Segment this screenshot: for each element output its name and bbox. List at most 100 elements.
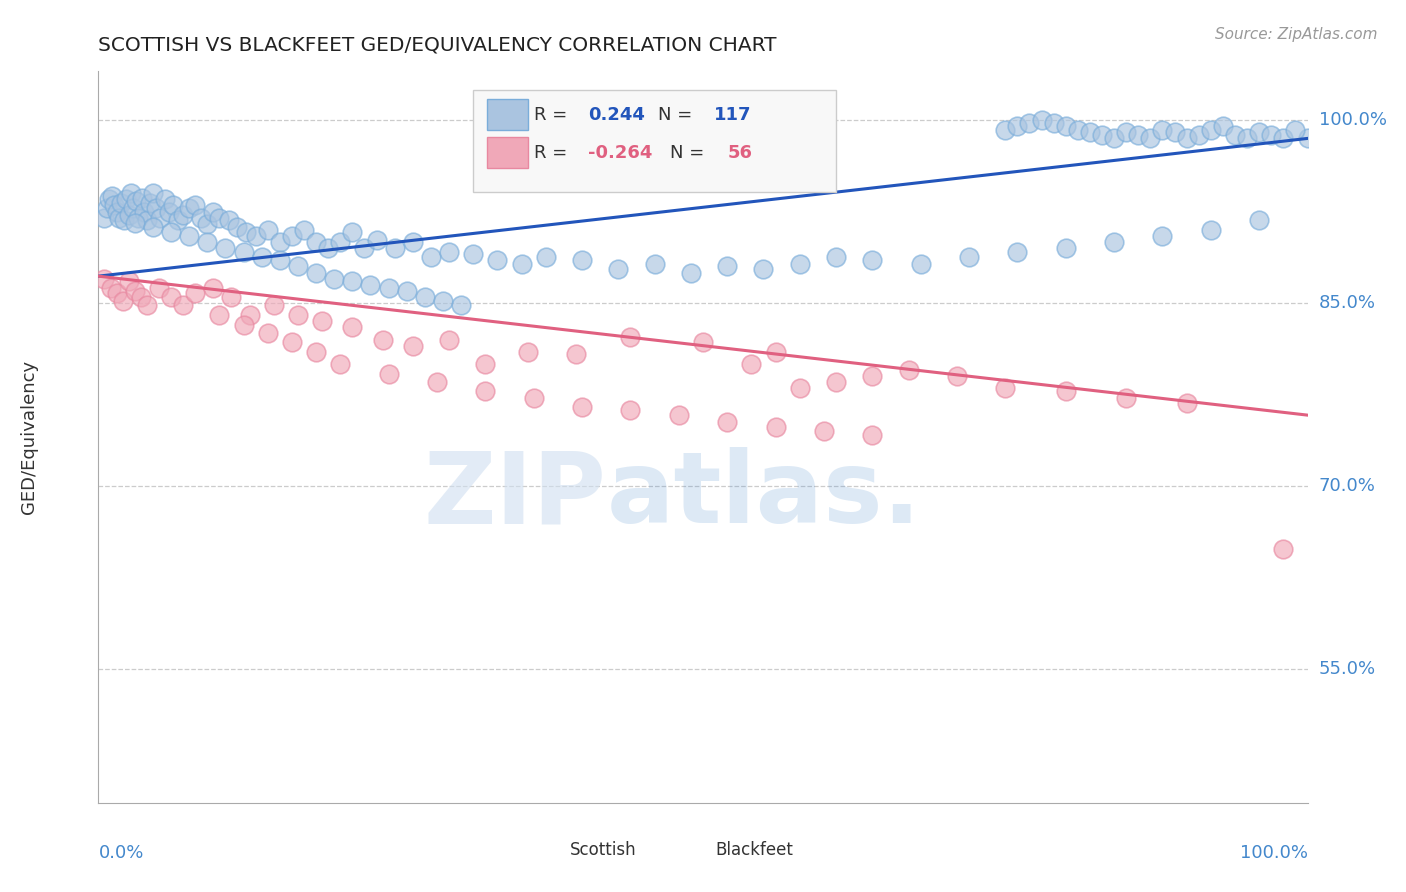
Point	[1115, 391, 1137, 405]
Point	[1199, 223, 1222, 237]
Point	[860, 427, 883, 442]
Point	[122, 201, 145, 215]
Point	[305, 235, 328, 249]
Text: 0.0%: 0.0%	[98, 845, 143, 863]
Point	[1031, 113, 1053, 128]
Point	[437, 333, 460, 347]
Point	[1054, 120, 1077, 134]
Point	[329, 235, 352, 249]
Point	[765, 420, 787, 434]
Point	[366, 233, 388, 247]
Point	[235, 225, 257, 239]
Text: atlas.: atlas.	[606, 447, 921, 544]
Point	[218, 213, 240, 227]
Point	[474, 357, 496, 371]
Point	[305, 344, 328, 359]
Point	[124, 284, 146, 298]
Point	[1018, 115, 1040, 129]
Text: Blackfeet: Blackfeet	[716, 841, 793, 859]
Point	[111, 293, 134, 308]
Point	[142, 220, 165, 235]
Text: 70.0%: 70.0%	[1319, 477, 1375, 495]
Point	[342, 274, 364, 288]
Point	[1042, 115, 1064, 129]
Point	[287, 308, 309, 322]
Point	[619, 330, 641, 344]
Point	[342, 225, 364, 239]
Point	[510, 257, 533, 271]
Point	[160, 225, 183, 239]
Point	[232, 318, 254, 332]
Point	[679, 265, 702, 279]
Point	[202, 204, 225, 219]
Point	[1272, 131, 1295, 145]
Text: -0.264: -0.264	[588, 145, 652, 162]
FancyBboxPatch shape	[486, 99, 527, 130]
Point	[135, 298, 157, 312]
Point	[329, 357, 352, 371]
FancyBboxPatch shape	[526, 838, 564, 863]
Point	[139, 196, 162, 211]
Point	[184, 198, 207, 212]
Point	[450, 298, 472, 312]
Point	[516, 344, 538, 359]
Point	[250, 250, 273, 264]
Point	[142, 186, 165, 201]
Point	[897, 363, 920, 377]
Point	[256, 223, 278, 237]
Point	[534, 250, 557, 264]
Point	[813, 424, 835, 438]
Point	[342, 320, 364, 334]
Point	[740, 357, 762, 371]
Point	[162, 198, 184, 212]
Point	[765, 344, 787, 359]
Point	[752, 261, 775, 276]
Point	[172, 298, 194, 312]
Text: 56: 56	[727, 145, 752, 162]
Point	[134, 204, 156, 219]
Point	[149, 211, 172, 225]
Point	[263, 298, 285, 312]
Point	[1115, 125, 1137, 139]
Text: 117: 117	[714, 106, 751, 124]
Point	[292, 223, 315, 237]
Text: ZIP: ZIP	[423, 447, 606, 544]
Point	[1260, 128, 1282, 142]
Point	[571, 253, 593, 268]
Point	[316, 241, 339, 255]
Point	[1199, 123, 1222, 137]
Point	[1296, 131, 1319, 145]
Point	[96, 201, 118, 215]
Point	[1152, 228, 1174, 243]
Point	[619, 403, 641, 417]
Point	[239, 308, 262, 322]
Point	[1067, 123, 1090, 137]
Text: N =: N =	[658, 106, 699, 124]
Point	[157, 204, 180, 219]
Point	[202, 281, 225, 295]
Point	[105, 204, 128, 219]
Text: Source: ZipAtlas.com: Source: ZipAtlas.com	[1215, 27, 1378, 42]
Point	[184, 286, 207, 301]
Point	[946, 369, 969, 384]
Point	[1139, 131, 1161, 145]
Point	[214, 241, 236, 255]
Point	[208, 308, 231, 322]
Text: 0.244: 0.244	[588, 106, 645, 124]
Text: GED/Equivalency: GED/Equivalency	[20, 360, 38, 514]
Point	[1128, 128, 1150, 142]
Point	[1249, 213, 1271, 227]
Point	[1152, 123, 1174, 137]
Point	[1091, 128, 1114, 142]
Point	[125, 194, 148, 208]
Point	[420, 250, 443, 264]
Point	[825, 376, 848, 390]
Point	[269, 235, 291, 249]
Text: N =: N =	[671, 145, 710, 162]
Point	[1007, 244, 1029, 259]
Point	[437, 244, 460, 259]
Point	[118, 274, 141, 288]
Point	[360, 277, 382, 292]
Point	[994, 123, 1017, 137]
Point	[305, 265, 328, 279]
